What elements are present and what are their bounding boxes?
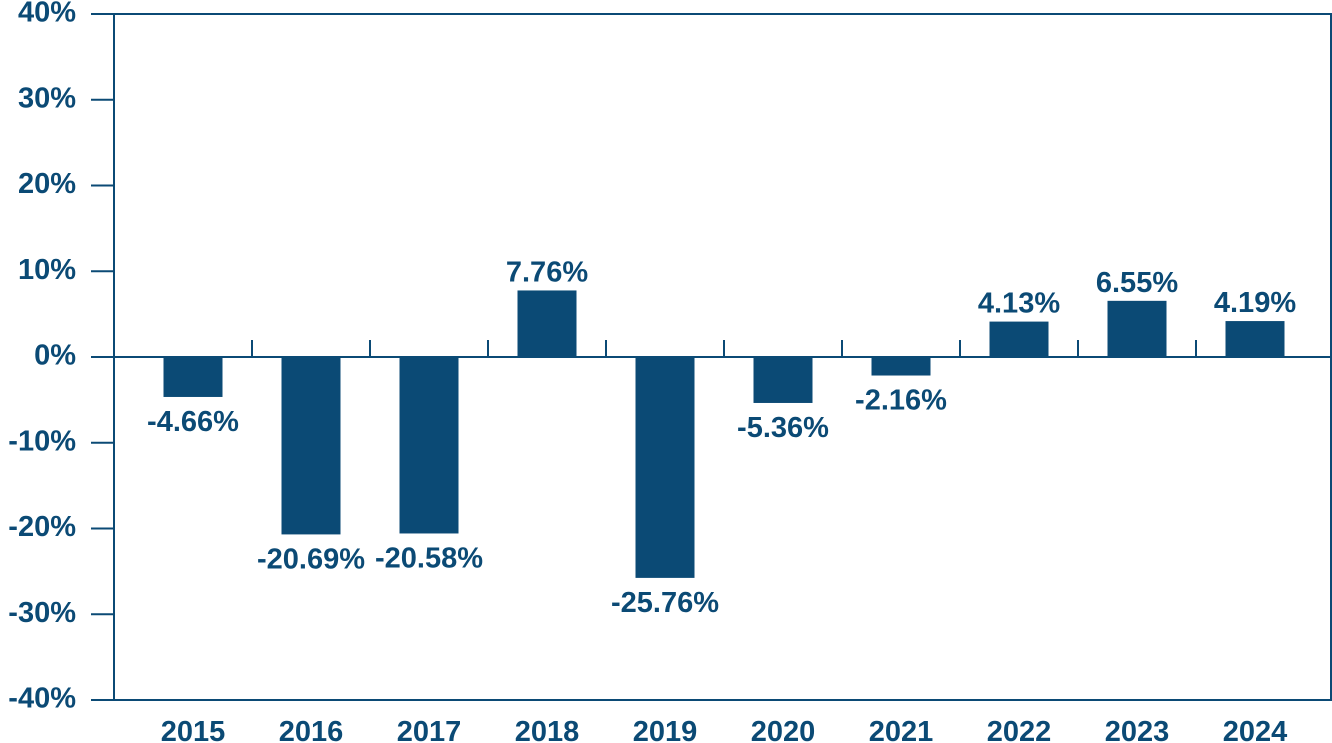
- y-axis-tick-label: -10%: [8, 425, 76, 457]
- y-axis-tick-label: 0%: [34, 340, 76, 372]
- y-axis-tick-label: -20%: [8, 511, 76, 543]
- x-axis-label-2020: 2020: [751, 716, 816, 743]
- x-axis-category-separators: [251, 340, 1197, 357]
- bar-2015: [163, 357, 223, 397]
- y-axis-tick-label: -30%: [8, 597, 76, 629]
- bar-2017: [399, 357, 459, 534]
- data-label-2018: 7.76%: [506, 256, 588, 288]
- data-label-2019: -25.76%: [611, 587, 719, 619]
- y-axis-tick-label: -40%: [8, 683, 76, 715]
- data-label-2016: -20.69%: [257, 543, 365, 575]
- data-label-2021: -2.16%: [855, 385, 947, 417]
- x-axis-label-2015: 2015: [161, 716, 226, 743]
- bar-2021: [871, 357, 931, 376]
- x-axis-label-2024: 2024: [1223, 716, 1288, 743]
- bar-2020: [753, 357, 813, 403]
- y-axis-tick-label: 20%: [18, 168, 76, 200]
- x-axis-labels: 2015 2016 2017 2018 2019 2020 2021 2022 2023 2024: [161, 716, 1288, 743]
- bar-2019: [635, 357, 695, 578]
- y-axis-tick-label: 10%: [18, 254, 76, 286]
- data-label-2023: 6.55%: [1096, 267, 1178, 299]
- data-label-2022: 4.13%: [978, 288, 1060, 320]
- bar-2024: [1225, 321, 1285, 357]
- data-label-2020: -5.36%: [737, 412, 829, 444]
- x-axis-label-2018: 2018: [515, 716, 580, 743]
- x-axis-label-2016: 2016: [279, 716, 344, 743]
- data-label-2017: -20.58%: [375, 542, 483, 574]
- x-axis-label-2019: 2019: [633, 716, 698, 743]
- x-axis-label-2017: 2017: [397, 716, 462, 743]
- x-axis-label-2022: 2022: [987, 716, 1052, 743]
- bar-2022: [989, 321, 1049, 357]
- y-axis-tick-label: 40%: [18, 0, 76, 29]
- x-axis-label-2021: 2021: [869, 716, 934, 743]
- bar-2016: [281, 357, 341, 535]
- bar-2018: [517, 290, 577, 357]
- bar-2023: [1107, 300, 1167, 357]
- bars: [163, 290, 1285, 578]
- y-axis-tick-label: 30%: [18, 82, 76, 114]
- x-axis-label-2023: 2023: [1105, 716, 1170, 743]
- data-labels: -4.66% -20.69% -20.58% 7.76% -25.76% -5.36% -2…: [147, 256, 1296, 618]
- data-label-2024: 4.19%: [1214, 287, 1296, 319]
- y-axis-ticks: 40% 30% 20% 10% 0% -10% -20% -30% -40%: [8, 0, 114, 715]
- data-label-2015: -4.66%: [147, 406, 239, 438]
